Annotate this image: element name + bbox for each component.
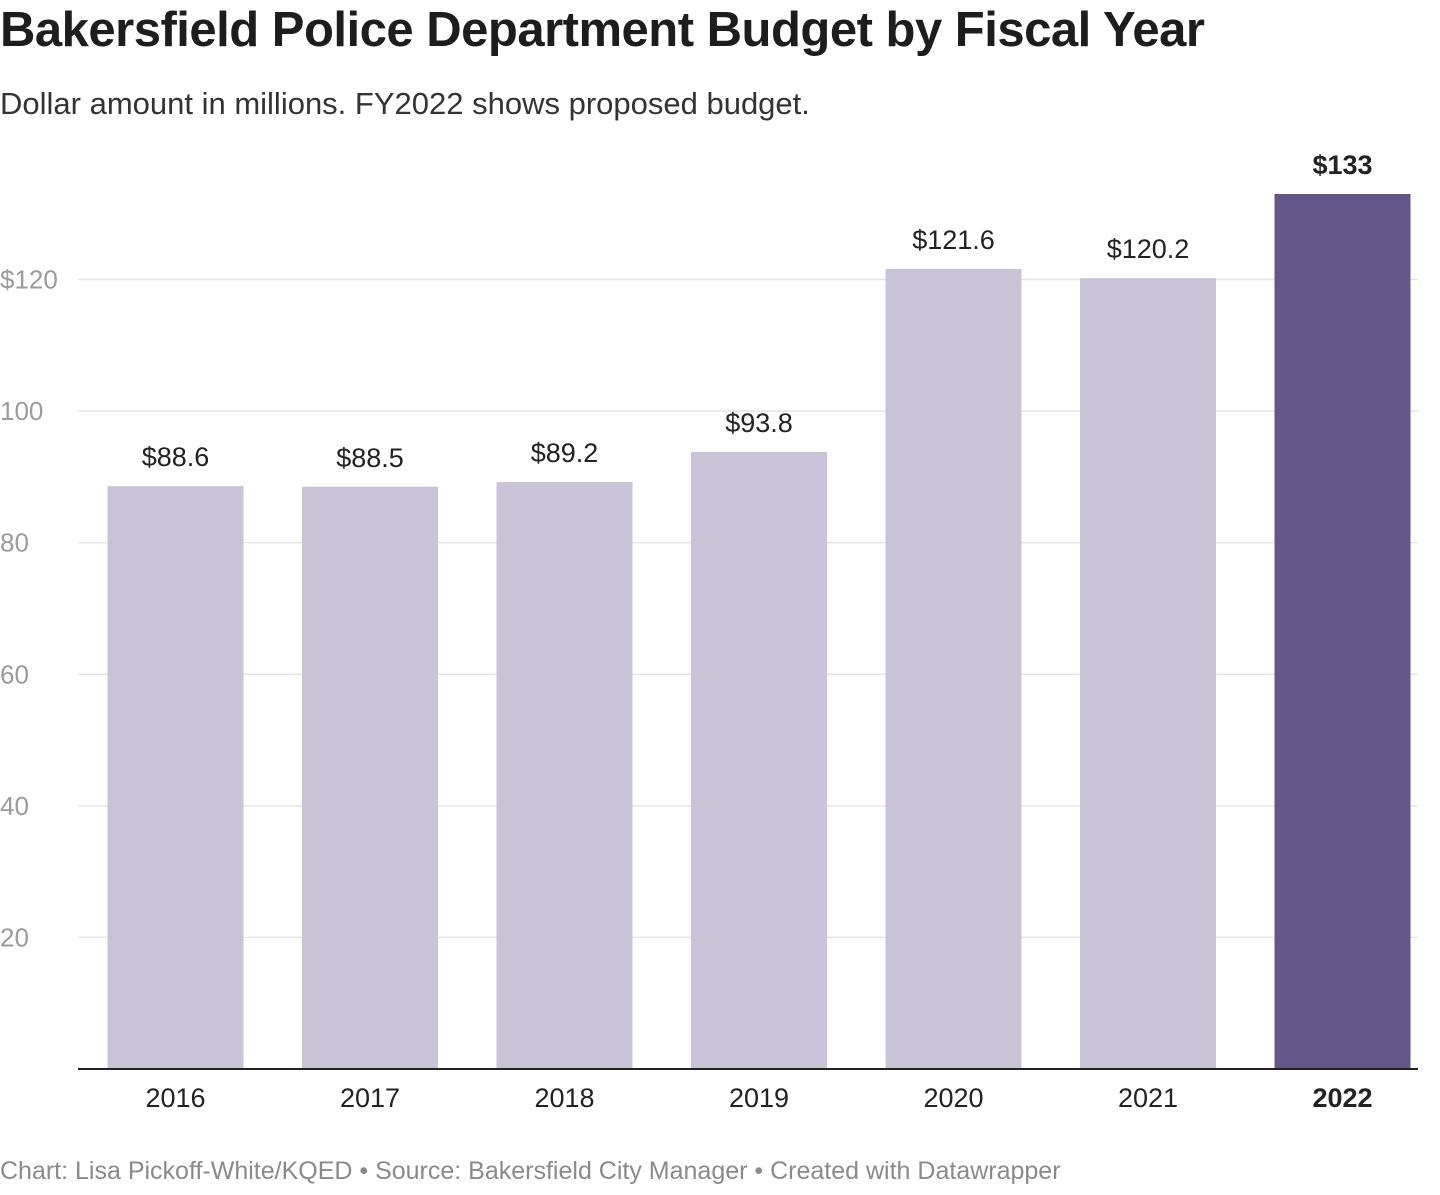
x-tick-label-2021: 2021 — [1118, 1083, 1178, 1113]
chart-credit: Chart: Lisa Pickoff-White/KQED • Source:… — [0, 1157, 1061, 1185]
y-tick-label: 60 — [0, 659, 29, 689]
chart-subtitle: Dollar amount in millions. FY2022 shows … — [0, 86, 810, 121]
x-tick-label-2020: 2020 — [923, 1083, 983, 1113]
data-label-2017: $88.5 — [336, 443, 404, 473]
y-tick-label: 20 — [0, 922, 29, 952]
y-tick-label: 100 — [0, 396, 43, 426]
y-tick-label: $120 — [0, 265, 58, 295]
bar-2016 — [107, 486, 244, 1070]
bar-2019 — [691, 451, 827, 1069]
y-tick-label: 80 — [0, 528, 29, 558]
data-label-2020: $121.6 — [912, 225, 995, 255]
data-label-2016: $88.6 — [142, 442, 210, 472]
bar-2018 — [496, 482, 633, 1069]
x-tick-label-2022: 2022 — [1312, 1083, 1372, 1113]
data-label-2022: $133 — [1312, 150, 1372, 180]
x-tick-label-2017: 2017 — [340, 1083, 400, 1113]
x-tick-label-2019: 2019 — [729, 1083, 789, 1113]
bar-chart: 20 40 60 80 100 $120 $88.6 2016 $88.5 2017 $89.2 20… — [0, 150, 1418, 1113]
data-label-2021: $120.2 — [1107, 234, 1190, 264]
bar-2021 — [1080, 278, 1216, 1069]
x-tick-label-2018: 2018 — [534, 1083, 594, 1113]
data-label-2019: $93.8 — [725, 408, 793, 438]
x-tick-label-2016: 2016 — [145, 1083, 205, 1113]
bar-2017 — [302, 486, 438, 1069]
y-tick-label: 40 — [0, 791, 29, 821]
bar-2022 — [1274, 194, 1411, 1069]
data-label-2018: $89.2 — [531, 438, 599, 468]
chart-title: Bakersfield Police Department Budget by … — [0, 3, 1205, 57]
bar-2020 — [885, 269, 1022, 1069]
